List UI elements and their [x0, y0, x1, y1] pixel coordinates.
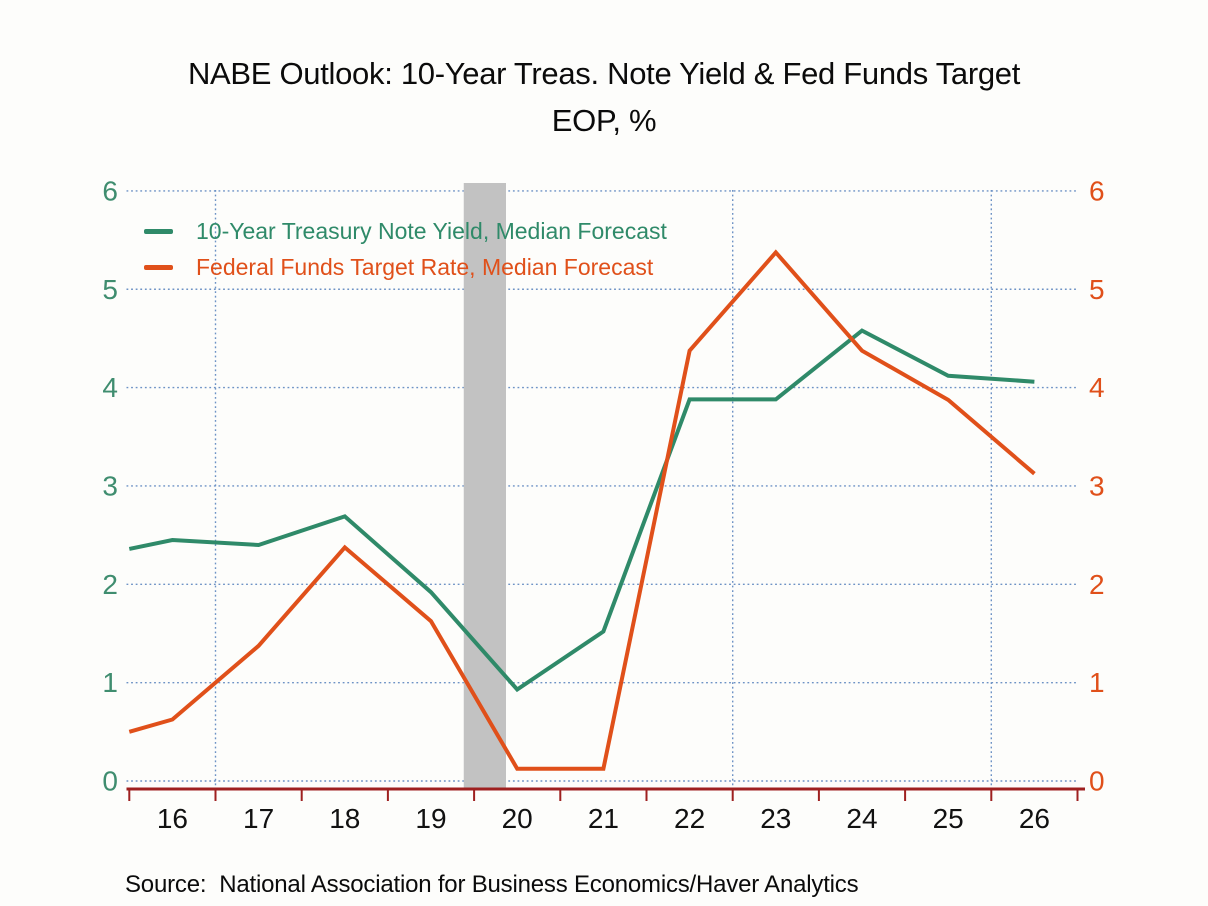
legend-row-fedfunds: Federal Funds Target Rate, Median Foreca…: [144, 249, 667, 285]
y-axis-label-left: 5: [102, 274, 118, 305]
y-axis-label-right: 6: [1089, 175, 1105, 206]
series-line-treasury: [128, 328, 1035, 693]
y-axis-label-left: 2: [102, 569, 118, 600]
legend-swatch-treasury-icon: [144, 228, 173, 234]
x-axis-label: 20: [502, 803, 533, 834]
chart-title-line2: EOP, %: [551, 103, 657, 138]
y-axis-label-left: 0: [102, 766, 118, 797]
x-axis-label: 17: [243, 803, 274, 834]
y-axis-label-left: 4: [102, 372, 118, 403]
y-axis-label-right: 0: [1089, 766, 1105, 797]
legend-label-treasury: 10-Year Treasury Note Yield, Median Fore…: [196, 217, 667, 244]
source-note: Source: National Association for Busines…: [125, 871, 859, 898]
y-axis-label-left: 3: [102, 470, 118, 501]
legend-label-fedfunds: Federal Funds Target Rate, Median Foreca…: [196, 253, 654, 280]
y-axis-label-left: 6: [102, 175, 118, 206]
legend-row-treasury: 10-Year Treasury Note Yield, Median Fore…: [144, 213, 667, 249]
x-axis-label: 22: [674, 803, 705, 834]
x-axis-label: 23: [760, 803, 791, 834]
x-axis-label: 18: [329, 803, 360, 834]
y-axis-label-right: 3: [1089, 470, 1105, 501]
x-axis-label: 26: [1019, 803, 1050, 834]
legend-swatch-fedfunds-icon: [144, 264, 173, 270]
x-axis-label: 24: [846, 803, 877, 834]
x-axis-label: 21: [588, 803, 619, 834]
y-axis-label-right: 1: [1089, 667, 1105, 698]
y-axis-label-left: 1: [102, 667, 118, 698]
series-line-fedfunds: [128, 249, 1036, 771]
x-axis-label: 25: [933, 803, 964, 834]
y-axis-label-right: 2: [1089, 569, 1105, 600]
chart-title-line1: NABE Outlook: 10-Year Treas. Note Yield …: [187, 56, 1021, 91]
chart-title: NABE Outlook: 10-Year Treas. Note Yield …: [0, 50, 1208, 144]
y-axis-label-right: 5: [1089, 274, 1105, 305]
y-axis-label-right: 4: [1089, 372, 1105, 403]
x-axis-label: 16: [157, 803, 188, 834]
legend: 10-Year Treasury Note Yield, Median Fore…: [144, 213, 667, 285]
x-axis-label: 19: [415, 803, 446, 834]
